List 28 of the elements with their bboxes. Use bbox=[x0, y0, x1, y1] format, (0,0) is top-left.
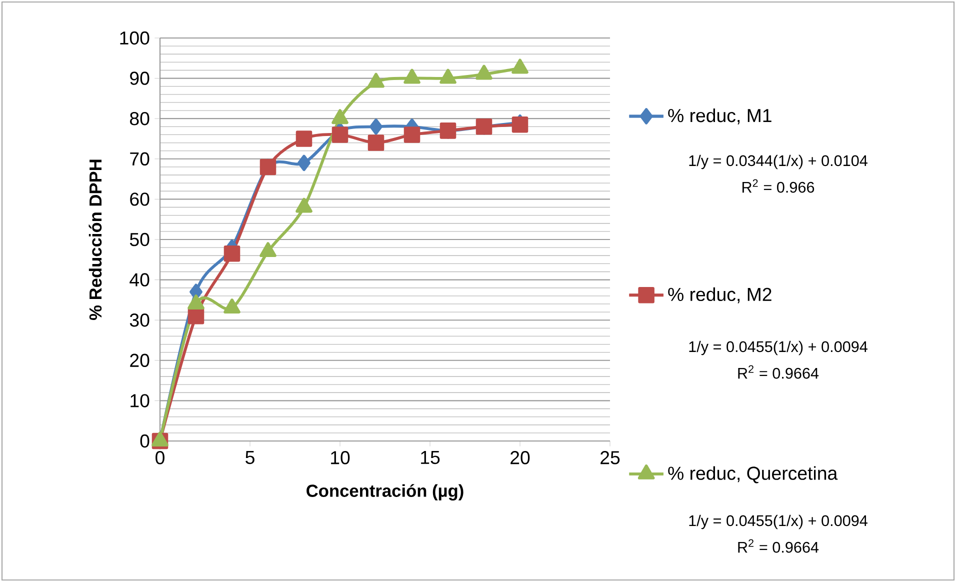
y-tick-label: 0 bbox=[140, 434, 150, 448]
legend-label: % reduc, M1 bbox=[668, 108, 772, 124]
text: R$^{2}$ = 0.9664 bbox=[738, 365, 819, 379]
y-tick-label: 20 bbox=[130, 354, 150, 368]
x-tick-label: 15 bbox=[421, 451, 440, 464]
y-tick-label: 100 bbox=[120, 31, 150, 45]
y-tick-label: 90 bbox=[130, 72, 150, 85]
y-tick-label: 40 bbox=[130, 273, 150, 286]
x-tick-label: 25 bbox=[600, 451, 620, 464]
x-tick-label: 0 bbox=[156, 451, 164, 464]
legend-label: % reduc, Quercetina bbox=[668, 466, 838, 484]
y-tick-label: 80 bbox=[130, 112, 150, 126]
text: 1/y = 0.0455(1/x) + 0.0094 bbox=[689, 514, 868, 530]
x-tick-label: 5 bbox=[246, 451, 254, 464]
y-tick-label: 10 bbox=[130, 394, 150, 408]
y-axis-title: % Reducción DPPH bbox=[88, 160, 102, 320]
y-tick-label: 50 bbox=[130, 232, 150, 246]
x-tick-label: 20 bbox=[510, 451, 530, 464]
x-tick-label: 10 bbox=[331, 451, 350, 464]
x-axis-title: Concentración (µg) bbox=[306, 484, 464, 500]
y-tick-label: 60 bbox=[130, 192, 150, 206]
text: R$^{2}$ = 0.966 bbox=[742, 179, 814, 193]
y-tick-label: 70 bbox=[130, 152, 150, 166]
text: R$^{2}$ = 0.9664 bbox=[738, 539, 819, 553]
text: 1/y = 0.0344(1/x) + 0.0104 bbox=[689, 154, 868, 170]
text: 1/y = 0.0455(1/x) + 0.0094 bbox=[689, 340, 868, 356]
legend-label: % reduc, M2 bbox=[668, 287, 772, 304]
y-tick-label: 30 bbox=[130, 313, 150, 327]
